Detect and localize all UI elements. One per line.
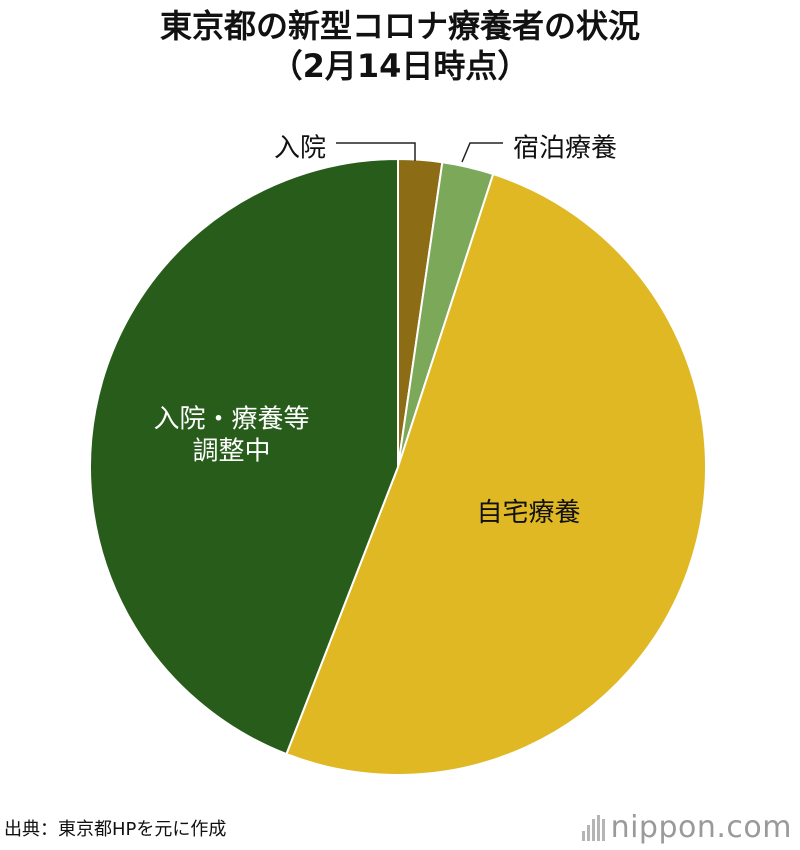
slice-label-2: 自宅療養 (477, 498, 581, 528)
slice-label-3-line2: 調整中 (192, 436, 270, 466)
leader-line-0 (336, 142, 416, 161)
chart-title-line1: 東京都の新型コロナ療養者の状況 (159, 7, 640, 45)
slice-label-3-line1: 入院・療養等 (153, 404, 309, 434)
pie-slice-3 (89, 157, 399, 756)
slice-label-0: 入院 (274, 134, 326, 164)
brand-logo: nippon.com (581, 808, 792, 848)
slice-label-1: 宿泊療養 (513, 134, 617, 164)
nippon-bars-icon (581, 815, 605, 841)
pie-slice-2 (285, 172, 707, 776)
brand-wordmark: nippon.com (610, 810, 792, 845)
leader-line-1 (461, 142, 503, 163)
chart-title-line2: （2月14日時点） (270, 47, 530, 85)
source-note: 出典：東京都HPを元に作成 (4, 819, 227, 840)
